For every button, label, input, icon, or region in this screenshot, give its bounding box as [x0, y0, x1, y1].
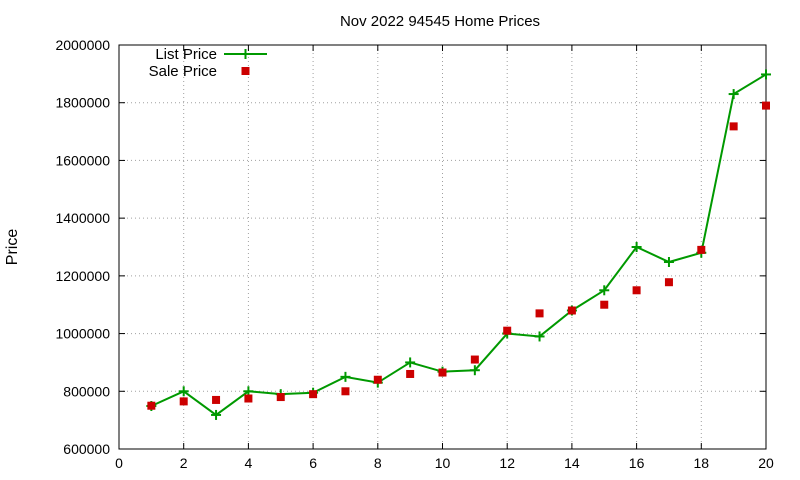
y-tick-label: 1800000: [55, 95, 110, 111]
chart-title: Nov 2022 94545 Home Prices: [340, 13, 540, 30]
sale-price-point: [535, 309, 544, 318]
sale-price-point: [309, 390, 318, 399]
list-price-point: [469, 365, 480, 376]
list-price-point: [340, 371, 351, 382]
sale-price-point: [632, 286, 641, 295]
x-tick-label: 14: [564, 455, 580, 471]
x-tick-label: 18: [694, 455, 710, 471]
x-tick-label: 8: [374, 455, 382, 471]
x-tick-label: 16: [629, 455, 645, 471]
x-tick-label: 10: [435, 455, 451, 471]
y-tick-label: 800000: [63, 383, 110, 399]
list-price-point: [631, 242, 642, 252]
x-tick-label: 12: [499, 455, 515, 471]
series-layer: [146, 69, 771, 420]
legend-label: List Price: [155, 46, 217, 63]
sale-price-point: [341, 387, 350, 396]
sale-price-point: [600, 300, 609, 309]
list-price-point: [405, 357, 416, 368]
y-tick-label: 600000: [63, 441, 110, 457]
list-price-point: [178, 386, 189, 397]
x-tick-label: 2: [180, 455, 188, 471]
list-price-point: [599, 285, 610, 296]
x-tick-label: 6: [309, 455, 317, 471]
x-tick-label: 4: [245, 455, 253, 471]
y-tick-label: 1400000: [55, 210, 110, 226]
sale-price-point: [567, 306, 576, 315]
sale-price-point: [762, 101, 770, 110]
legend-marker: [241, 67, 250, 75]
y-tick-label: 1600000: [55, 152, 110, 168]
list-price-point: [728, 89, 739, 100]
sale-price-point: [470, 355, 479, 364]
sale-price-point: [729, 122, 738, 131]
sale-price-point: [406, 369, 415, 378]
sale-price-point: [276, 393, 285, 402]
sale-price-point: [697, 245, 706, 254]
sale-price-point: [147, 401, 156, 410]
sale-price-point: [373, 375, 382, 384]
tick-labels: 0 2 4 6 8 10 12 14 16 18 20 600000 800000 1000000 1200…: [55, 37, 774, 471]
legend-label: Sale Price: [149, 63, 217, 80]
list-price-point: [534, 331, 545, 342]
y-axis-label: Price: [4, 229, 21, 266]
sale-price-point: [664, 278, 673, 287]
sale-price-point: [438, 368, 447, 377]
list-price-point: [211, 409, 222, 420]
legend-marker: [240, 49, 251, 59]
axes: [118, 44, 767, 450]
x-tick-label: 0: [115, 455, 123, 471]
sale-price-point: [503, 326, 512, 335]
y-tick-label: 2000000: [55, 37, 110, 53]
sale-price-point: [179, 397, 188, 406]
y-tick-label: 1200000: [55, 268, 110, 284]
list-price-line: [150, 73, 767, 417]
x-tick-label: 20: [758, 455, 774, 471]
sale-price-point: [244, 394, 253, 403]
y-tick-label: 1000000: [55, 326, 110, 342]
grid-lines: [119, 45, 766, 449]
list-price-point: [663, 257, 674, 268]
list-price-point: [761, 69, 771, 80]
sale-price-point: [212, 395, 221, 404]
